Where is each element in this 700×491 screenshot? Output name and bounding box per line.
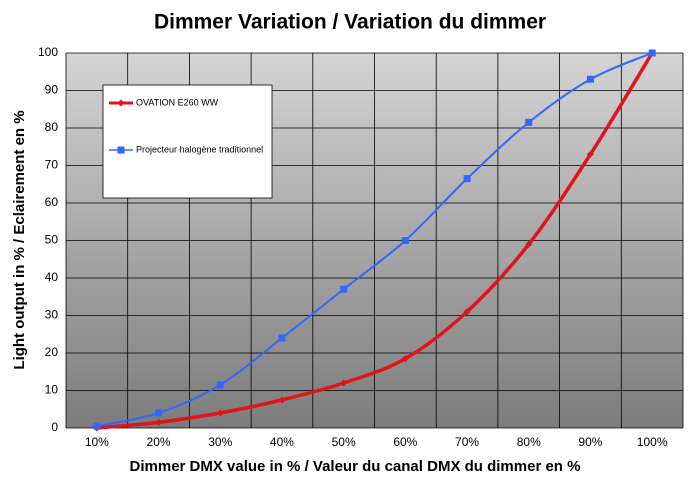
x-tick-label: 20%	[147, 435, 171, 449]
data-point	[93, 422, 101, 430]
data-point	[463, 175, 471, 183]
y-tick-label: 50	[45, 233, 59, 247]
data-point	[340, 285, 348, 293]
y-tick-label: 60	[45, 195, 59, 209]
data-point	[340, 379, 348, 387]
data-point	[216, 381, 224, 389]
x-tick-label: 70%	[455, 435, 479, 449]
data-point	[648, 49, 656, 57]
x-tick-label: 60%	[393, 435, 417, 449]
y-tick-label: 70	[45, 158, 59, 172]
data-point	[401, 355, 409, 363]
y-tick-label: 100	[38, 45, 58, 59]
data-point	[586, 75, 594, 83]
x-tick-label: 90%	[578, 435, 602, 449]
data-point	[216, 409, 224, 417]
y-tick-label: 90	[45, 83, 59, 97]
data-point	[525, 240, 533, 248]
x-tick-label: 50%	[332, 435, 356, 449]
data-point	[463, 308, 471, 316]
x-tick-label: 10%	[85, 435, 109, 449]
y-axis-title: Light output in % / Eclairement en %	[11, 110, 28, 369]
legend: OVATION E260 WW Projecteur halogène tradi…	[102, 84, 273, 199]
legend-marker	[117, 146, 125, 154]
data-point	[401, 237, 409, 244]
y-tick-label: 10	[45, 383, 59, 397]
x-tick-label: 30%	[208, 435, 232, 449]
data-point	[155, 418, 163, 426]
x-axis-title: Dimmer DMX value in % / Valeur du canal …	[130, 458, 581, 475]
data-point	[525, 118, 533, 126]
legend-label: OVATION E260 WW	[136, 97, 219, 107]
series-line	[96, 52, 653, 428]
data-point	[278, 396, 286, 404]
series-line	[96, 52, 654, 430]
data-point	[155, 409, 163, 417]
data-point	[278, 334, 286, 342]
y-tick-label: 0	[51, 420, 58, 434]
x-tick-label: 80%	[517, 435, 541, 449]
y-tick-label: 20	[45, 345, 59, 359]
x-tick-label: 40%	[270, 435, 294, 449]
y-tick-label: 40	[45, 270, 59, 284]
lines	[93, 49, 656, 432]
x-tick-label: 100%	[637, 435, 668, 449]
chart-title: Dimmer Variation / Variation du dimmer	[154, 11, 546, 34]
y-tick-label: 30	[45, 308, 59, 322]
legend-label: Projecteur halogène traditionnel	[136, 144, 263, 154]
data-point	[586, 150, 594, 158]
y-tick-label: 80	[45, 120, 59, 134]
legend-marker	[117, 99, 125, 107]
